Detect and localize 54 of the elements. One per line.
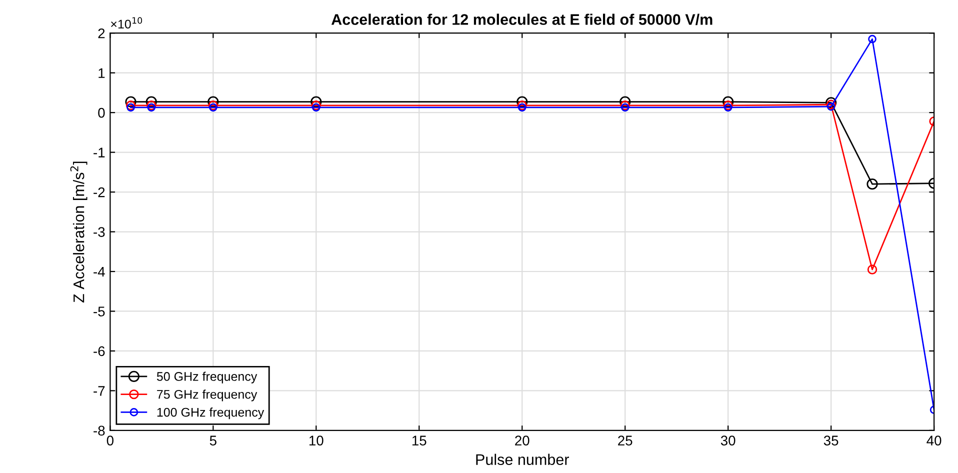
text: ×10$^{10}$ — [111, 17, 142, 29]
point — [620, 96, 631, 108]
x-tick-label: 30 — [720, 436, 736, 446]
point — [620, 103, 630, 112]
y-tick-label: -8 — [94, 426, 105, 436]
point — [867, 264, 878, 274]
x-tick-label: 20 — [515, 436, 530, 446]
x-tick-label: 40 — [926, 436, 942, 446]
x-tick-label: 25 — [618, 436, 632, 446]
y-tick-label: -7 — [94, 386, 105, 396]
y-tick-label: -6 — [94, 346, 105, 356]
y-tick-label: -3 — [94, 227, 105, 237]
point — [826, 102, 836, 111]
point — [208, 96, 219, 108]
point — [311, 100, 321, 110]
y-tick-label: -5 — [94, 306, 105, 316]
point — [866, 178, 878, 190]
point — [517, 100, 527, 110]
y-axis-title: Z Acceleration [m/s$^{2}$] — [70, 162, 88, 302]
point — [723, 100, 733, 110]
point — [126, 100, 136, 110]
point — [724, 103, 732, 112]
point — [146, 100, 156, 110]
y-tick-label: -4 — [94, 266, 105, 277]
point — [868, 34, 876, 44]
y-tick-label: -2 — [94, 187, 105, 198]
y-tick-label: 0 — [98, 108, 105, 118]
point — [147, 103, 156, 112]
legend-label: 100 GHz frequency — [157, 408, 264, 420]
legend-label: 75 GHz frequency — [157, 390, 258, 402]
point — [312, 103, 320, 112]
point — [310, 96, 322, 108]
point — [826, 97, 837, 108]
x-tick-label: 15 — [412, 436, 426, 446]
point — [518, 103, 526, 112]
point — [826, 100, 836, 110]
y-tick-label: -1 — [94, 148, 105, 158]
point — [722, 96, 734, 108]
point — [146, 96, 157, 108]
x-axis-title: Pulse number — [476, 454, 569, 466]
point — [208, 100, 218, 110]
y-tick-label: 2 — [98, 28, 105, 38]
y-tick-label: 1 — [98, 68, 105, 78]
point — [620, 100, 630, 110]
x-tick-label: 35 — [824, 436, 838, 446]
point — [126, 103, 135, 112]
x-tick-label: 10 — [309, 436, 324, 446]
point — [208, 103, 218, 112]
point — [125, 96, 136, 108]
point — [516, 96, 528, 108]
chart-title: Acceleration for 12 molecules at E field of 50000 V/m — [331, 14, 712, 26]
legend-label: 50 GHz frequency — [156, 372, 258, 384]
x-tick-label: 5 — [210, 436, 216, 446]
x-tick-label: 0 — [106, 436, 114, 446]
